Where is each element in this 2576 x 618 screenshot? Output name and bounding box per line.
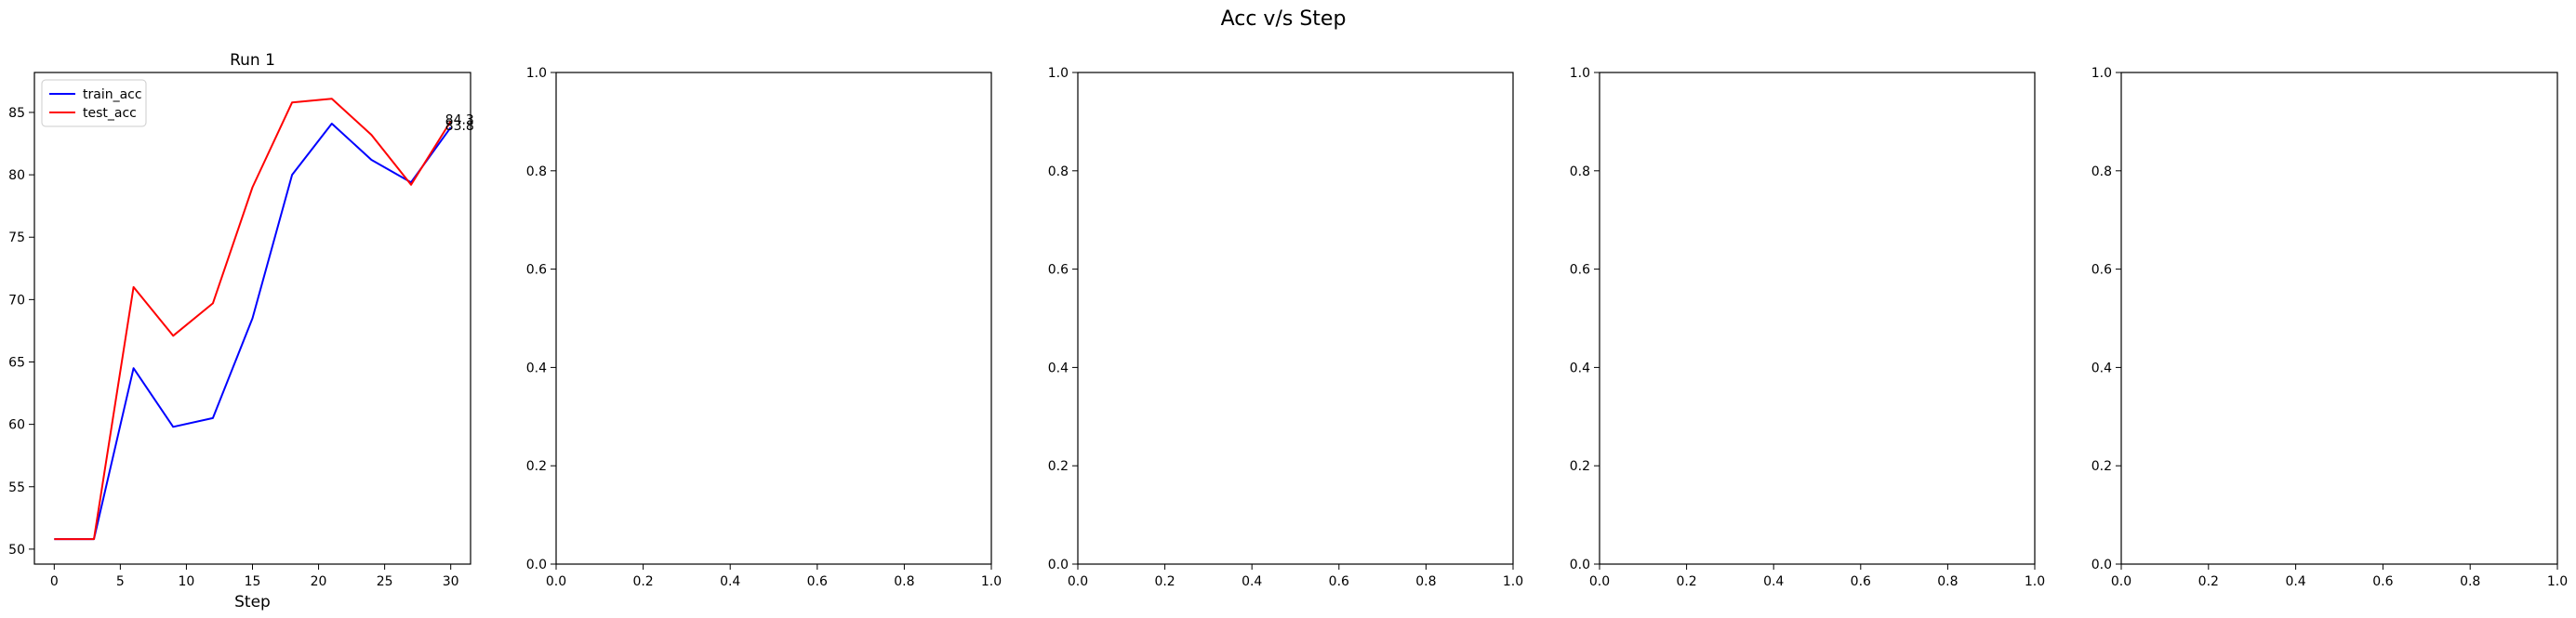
series-line-train-acc — [54, 123, 452, 541]
y-tick-label: 1.0 — [1048, 66, 1069, 81]
y-tick-label: 0.0 — [1048, 558, 1069, 572]
x-tick-label: 0.8 — [1937, 574, 1958, 589]
y-tick-label: 50 — [8, 543, 25, 558]
x-tick-label: 0.2 — [1154, 574, 1175, 589]
x-tick-label: 1.0 — [981, 574, 1002, 589]
y-tick-label: 0.6 — [1570, 263, 1590, 278]
x-tick-label: 0.0 — [546, 574, 566, 589]
x-tick-label: 0.0 — [1589, 574, 1610, 589]
x-tick-label: 0 — [50, 574, 59, 589]
y-tick-label: 0.6 — [1048, 263, 1069, 278]
x-tick-label: 1.0 — [2547, 574, 2568, 589]
legend-entry: train_acc — [83, 87, 142, 102]
y-tick-label: 1.0 — [1570, 66, 1590, 81]
y-tick-label: 85 — [8, 106, 25, 121]
y-tick-label: 0.8 — [1570, 164, 1590, 179]
axes-frame-2 — [555, 72, 992, 565]
x-tick-label: 20 — [311, 574, 327, 589]
x-tick-label: 1.0 — [1503, 574, 1523, 589]
x-tick-label: 0.2 — [2198, 574, 2219, 589]
x-tick-label: 0.0 — [2111, 574, 2131, 589]
axes-frame-4 — [1599, 72, 2036, 565]
y-tick-label: 0.2 — [526, 459, 547, 474]
x-tick-label: 0.2 — [632, 574, 653, 589]
y-tick-label: 1.0 — [526, 66, 547, 81]
data-label: 83.8 — [445, 119, 474, 134]
y-tick-label: 0.8 — [526, 164, 547, 179]
y-tick-label: 0.0 — [2091, 558, 2112, 572]
y-tick-label: 0.4 — [2091, 361, 2112, 375]
legend-box — [41, 79, 147, 127]
y-tick-label: 0.2 — [1048, 459, 1069, 474]
x-tick-label: 0.8 — [2460, 574, 2480, 589]
y-tick-label: 55 — [8, 480, 25, 495]
x-tick-label: 0.4 — [2285, 574, 2305, 589]
y-tick-label: 0.0 — [1570, 558, 1590, 572]
x-tick-label: 0.6 — [2372, 574, 2393, 589]
x-tick-label: 0.6 — [1329, 574, 1349, 589]
legend-entry: test_acc — [83, 106, 137, 121]
figure-suptitle: Acc v/s Step — [1221, 7, 1347, 31]
y-tick-label: 65 — [8, 355, 25, 370]
data-label: 84.3 — [445, 112, 474, 127]
y-tick-label: 0.2 — [1570, 459, 1590, 474]
y-tick-label: 1.0 — [2091, 66, 2112, 81]
axes-frame-3 — [1077, 72, 1514, 565]
y-tick-label: 0.6 — [526, 263, 547, 278]
y-tick-label: 70 — [8, 293, 25, 308]
x-axis-label: Step — [234, 593, 271, 611]
x-tick-label: 0.4 — [1763, 574, 1784, 589]
series-line-test-acc — [54, 98, 452, 541]
y-tick-label: 80 — [8, 168, 25, 183]
y-tick-label: 60 — [8, 418, 25, 433]
y-tick-label: 0.6 — [2091, 263, 2112, 278]
y-tick-label: 0.4 — [1048, 361, 1069, 375]
x-tick-label: 30 — [443, 574, 459, 589]
x-tick-label: 0.8 — [894, 574, 914, 589]
x-tick-label: 0.6 — [1851, 574, 1871, 589]
y-tick-label: 0.4 — [1570, 361, 1590, 375]
x-tick-label: 15 — [245, 574, 261, 589]
y-tick-label: 0.4 — [526, 361, 547, 375]
x-tick-label: 1.0 — [2025, 574, 2045, 589]
x-tick-label: 0.6 — [807, 574, 828, 589]
axes-title: Run 1 — [230, 51, 275, 70]
y-tick-label: 0.8 — [1048, 164, 1069, 179]
y-tick-label: 75 — [8, 230, 25, 245]
x-tick-label: 10 — [179, 574, 195, 589]
x-tick-label: 0.8 — [1415, 574, 1436, 589]
x-tick-label: 5 — [116, 574, 125, 589]
x-tick-label: 0.0 — [1068, 574, 1088, 589]
y-tick-label: 0.0 — [526, 558, 547, 572]
x-tick-label: 0.4 — [1242, 574, 1262, 589]
x-tick-label: 0.2 — [1676, 574, 1696, 589]
y-tick-label: 0.8 — [2091, 164, 2112, 179]
x-tick-label: 0.4 — [720, 574, 740, 589]
x-tick-label: 25 — [377, 574, 393, 589]
y-tick-label: 0.2 — [2091, 459, 2112, 474]
axes-frame-5 — [2120, 72, 2558, 565]
